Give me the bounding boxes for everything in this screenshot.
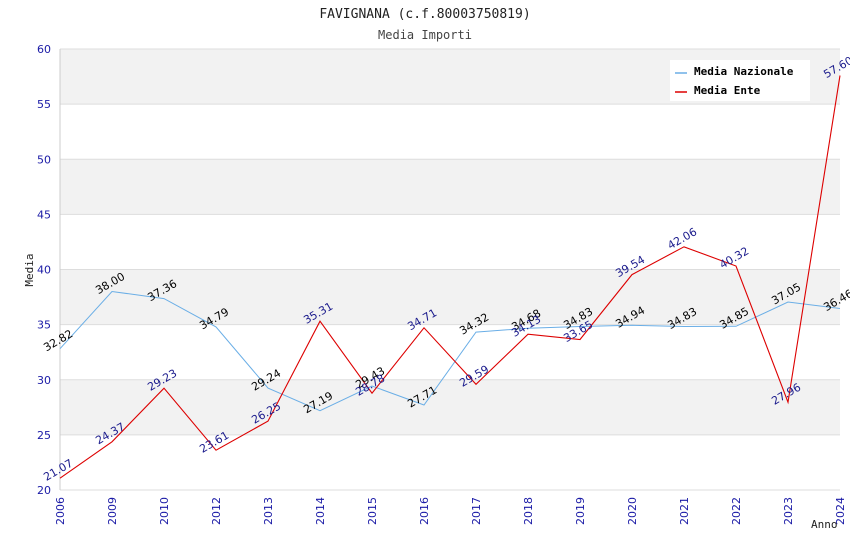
- y-tick-label: 50: [37, 153, 51, 166]
- legend: Media Nazionale Media Ente: [670, 60, 810, 101]
- background-band: [60, 434, 840, 490]
- x-tick-label: 2014: [314, 497, 327, 525]
- legend-box: [670, 60, 810, 101]
- chart-title: FAVIGNANA (c.f.80003750819): [319, 7, 530, 22]
- y-tick-label: 55: [37, 98, 51, 111]
- y-tick-label: 30: [37, 374, 51, 387]
- legend-label-nazionale: Media Nazionale: [694, 65, 794, 78]
- x-axis-ticks: 2006 2009 2010 2012 2013 2014 2015 2016 2017 2018…: [54, 497, 847, 525]
- x-tick-label: 2006: [54, 497, 67, 525]
- x-tick-label: 2022: [730, 497, 743, 525]
- x-tick-label: 2009: [106, 497, 119, 525]
- y-axis-label: Media: [23, 253, 36, 286]
- legend-label-ente: Media Ente: [694, 84, 761, 97]
- y-tick-label: 40: [37, 264, 51, 277]
- y-tick-label: 45: [37, 208, 51, 221]
- background-bands: [60, 49, 840, 490]
- y-tick-label: 35: [37, 319, 51, 332]
- background-band: [60, 104, 840, 160]
- chart-subtitle: Media Importi: [378, 28, 472, 42]
- x-tick-label: 2015: [366, 497, 379, 525]
- x-tick-label: 2021: [678, 497, 691, 525]
- x-tick-label: 2017: [470, 497, 483, 525]
- x-tick-label: 2020: [626, 497, 639, 525]
- x-tick-label: 2019: [574, 497, 587, 525]
- x-axis-label: Anno: [811, 518, 838, 531]
- background-band: [60, 159, 840, 215]
- y-axis-ticks: 20 25 30 35 40 45 50 55 60: [37, 43, 51, 497]
- background-band: [60, 269, 840, 325]
- gridlines: [59, 48, 840, 491]
- x-tick-label: 2010: [158, 497, 171, 525]
- y-tick-label: 25: [37, 429, 51, 442]
- x-tick-label: 2023: [782, 497, 795, 525]
- x-tick-label: 2018: [522, 497, 535, 525]
- y-tick-label: 20: [37, 484, 51, 497]
- series-line-media-nazionale: [59, 290, 841, 412]
- y-tick-label: 60: [37, 43, 51, 56]
- x-tick-label: 2024: [834, 497, 847, 525]
- background-band: [60, 214, 840, 270]
- x-tick-label: 2016: [418, 497, 431, 525]
- background-band: [60, 324, 840, 380]
- x-tick-label: 2013: [262, 497, 275, 525]
- background-band: [60, 379, 840, 435]
- series-line-media-ente: [59, 75, 841, 479]
- series-group: [59, 75, 841, 479]
- x-tick-label: 2012: [210, 497, 223, 525]
